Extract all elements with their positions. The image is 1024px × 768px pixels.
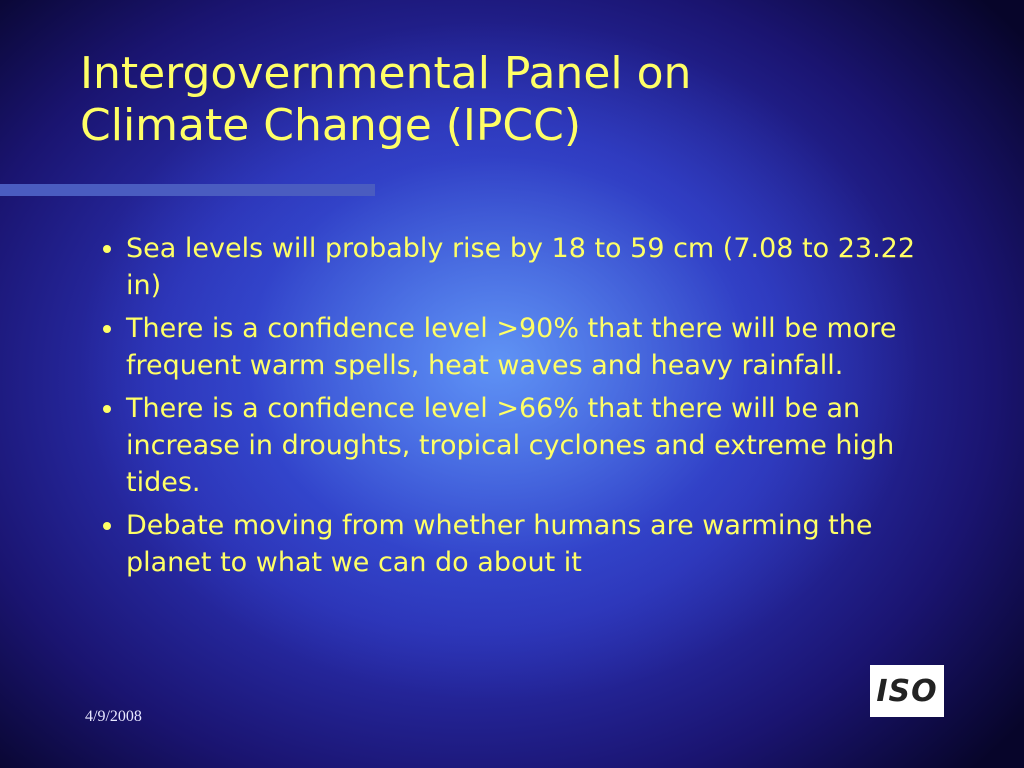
date: 4/9/2008 bbox=[85, 708, 142, 725]
title-line: Intergovernmental Panel on bbox=[80, 48, 692, 99]
bullet: Sea levels will probably rise by 18 to 5… bbox=[126, 230, 956, 304]
bullet: There is a confidence level >66% that th… bbox=[126, 390, 956, 501]
bullet-list: Sea levels will probably rise by 18 to 5… bbox=[86, 230, 956, 587]
slide-title: Intergovernmental Panel on Climate Chang… bbox=[80, 48, 691, 152]
logo: ISO bbox=[870, 665, 944, 717]
bullet: There is a confidence level >90% that th… bbox=[126, 310, 956, 384]
bullet: Debate moving from whether humans are wa… bbox=[126, 507, 956, 581]
title-rule bbox=[0, 184, 375, 196]
title-line: Climate Change (IPCC) bbox=[80, 100, 582, 151]
logo-text: ISO bbox=[876, 673, 938, 709]
